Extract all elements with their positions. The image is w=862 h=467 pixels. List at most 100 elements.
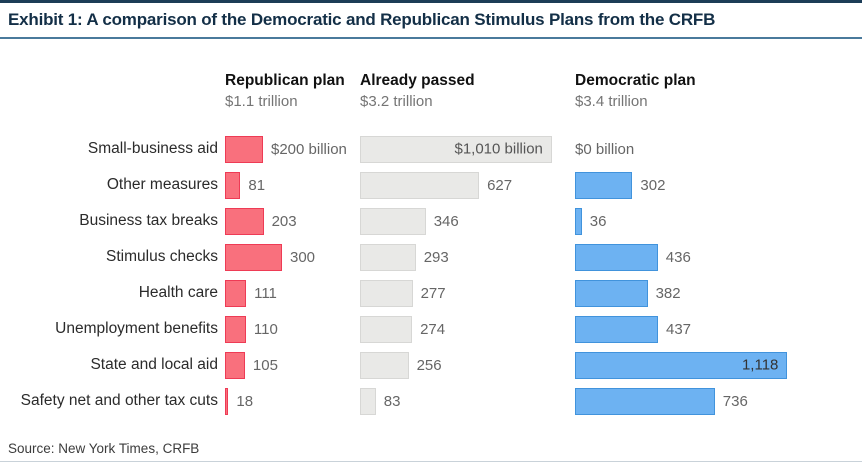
chart-row: Other measures 81 627 302: [0, 167, 862, 203]
bar-rep: [225, 387, 229, 415]
value-label: 83: [383, 392, 401, 410]
bar-cell-rep: 110: [225, 311, 360, 347]
bar-cell-rep: 81: [225, 167, 360, 203]
bar-cell-passed: $1,010 billion: [360, 131, 575, 167]
chart-row: Unemployment benefits 110 274 437: [0, 311, 862, 347]
value-label: 256: [416, 356, 442, 374]
chart-row: Stimulus checks 300 293 436: [0, 239, 862, 275]
value-label: 346: [433, 212, 459, 230]
bar-dem: [575, 315, 658, 343]
bar-rep: [225, 243, 282, 271]
row-label: Business tax breaks: [79, 212, 218, 229]
chart-row: Health care 111 277 382: [0, 275, 862, 311]
value-label: $0 billion: [575, 140, 635, 158]
bar-cell-rep: 203: [225, 203, 360, 239]
row-label: Health care: [138, 284, 218, 301]
bar-passed: [360, 387, 376, 415]
value-label: 736: [722, 392, 748, 410]
column-header-already-passed: Already passed $3.2 trillion: [360, 72, 575, 110]
bar-dem: [575, 387, 715, 415]
bar-rep: [225, 135, 263, 163]
bar-cell-rep: 18: [225, 383, 360, 419]
value-label: 81: [248, 176, 266, 194]
bar-passed: [360, 171, 480, 199]
column-headers: Republican plan $1.1 trillion Already pa…: [225, 72, 862, 110]
bar-cell-dem: 437: [575, 311, 862, 347]
value-label: 302: [640, 176, 666, 194]
bar-rep: [225, 207, 264, 235]
value-label: 274: [420, 320, 446, 338]
value-label: 627: [487, 176, 513, 194]
bar-cell-dem: 1,118: [575, 347, 862, 383]
bar-cell-passed: 256: [360, 347, 575, 383]
row-label: Stimulus checks: [106, 248, 218, 265]
value-label: 36: [589, 212, 607, 230]
bar-dem: [575, 243, 658, 271]
chart-row: Business tax breaks 203 346 36: [0, 203, 862, 239]
row-label: Small-business aid: [87, 140, 218, 157]
bar-passed: $1,010 billion: [360, 135, 552, 163]
republican-plan-total: $1.1 trillion: [225, 93, 298, 110]
bar-cell-dem: 436: [575, 239, 862, 275]
bar-passed: [360, 243, 416, 271]
value-label: $200 billion: [271, 140, 347, 158]
bar-passed: [360, 207, 426, 235]
value-label: 110: [253, 320, 278, 338]
bar-cell-passed: 346: [360, 203, 575, 239]
value-label: 105: [252, 356, 278, 374]
bottom-rule: [0, 461, 862, 462]
source-text: Source: New York Times, CRFB: [8, 441, 200, 456]
democratic-plan-total: $3.4 trillion: [575, 93, 648, 110]
bar-passed: [360, 315, 413, 343]
bar-rep: [225, 171, 241, 199]
row-label: Other measures: [106, 176, 218, 193]
democratic-plan-label: Democratic plan: [575, 72, 696, 89]
bar-cell-dem: 36: [575, 203, 862, 239]
bar-dem: 1,118: [575, 351, 788, 379]
value-label: 300: [290, 248, 316, 266]
top-rule: [0, 0, 862, 3]
already-passed-label: Already passed: [360, 72, 475, 89]
bar-cell-dem: $0 billion: [575, 131, 862, 167]
bar-cell-dem: 302: [575, 167, 862, 203]
row-label: Safety net and other tax cuts: [20, 392, 218, 409]
bar-cell-passed: 627: [360, 167, 575, 203]
bar-cell-passed: 83: [360, 383, 575, 419]
column-header-republican: Republican plan $1.1 trillion: [225, 72, 360, 110]
bar-dem: [575, 279, 648, 307]
chart-row: State and local aid 105 256 1,118: [0, 347, 862, 383]
value-label: 277: [420, 284, 446, 302]
bar-cell-passed: 293: [360, 239, 575, 275]
bar-cell-dem: 382: [575, 275, 862, 311]
value-label: 293: [423, 248, 449, 266]
republican-plan-label: Republican plan: [225, 72, 345, 89]
bar-rep: [225, 315, 246, 343]
row-label: Unemployment benefits: [55, 320, 218, 337]
value-label: 203: [271, 212, 297, 230]
column-header-democratic: Democratic plan $3.4 trillion: [575, 72, 862, 110]
bar-passed: [360, 279, 413, 307]
bar-cell-rep: 300: [225, 239, 360, 275]
bar-cell-passed: 277: [360, 275, 575, 311]
title-underline: [0, 37, 862, 39]
chart-row: Safety net and other tax cuts 18 83 736: [0, 383, 862, 419]
value-label: 18: [236, 392, 254, 410]
bar-cell-rep: 105: [225, 347, 360, 383]
value-label: 1,118: [741, 356, 779, 374]
value-label: 437: [666, 320, 692, 338]
bar-dem: [575, 207, 582, 235]
exhibit-title: Exhibit 1: A comparison of the Democrati…: [8, 10, 716, 29]
bar-dem: [575, 171, 633, 199]
already-passed-total: $3.2 trillion: [360, 93, 433, 110]
value-label: $1,010 billion: [454, 140, 543, 158]
chart-rows: Small-business aid $200 billion $1,010 bil…: [0, 131, 862, 419]
bar-cell-rep: 111: [225, 275, 360, 311]
bar-rep: [225, 351, 245, 379]
value-label: 382: [655, 284, 681, 302]
value-label: 436: [665, 248, 691, 266]
bar-passed: [360, 351, 409, 379]
bar-cell-dem: 736: [575, 383, 862, 419]
bar-cell-rep: $200 billion: [225, 131, 360, 167]
value-label: 111: [254, 284, 277, 302]
row-label: State and local aid: [90, 356, 218, 373]
